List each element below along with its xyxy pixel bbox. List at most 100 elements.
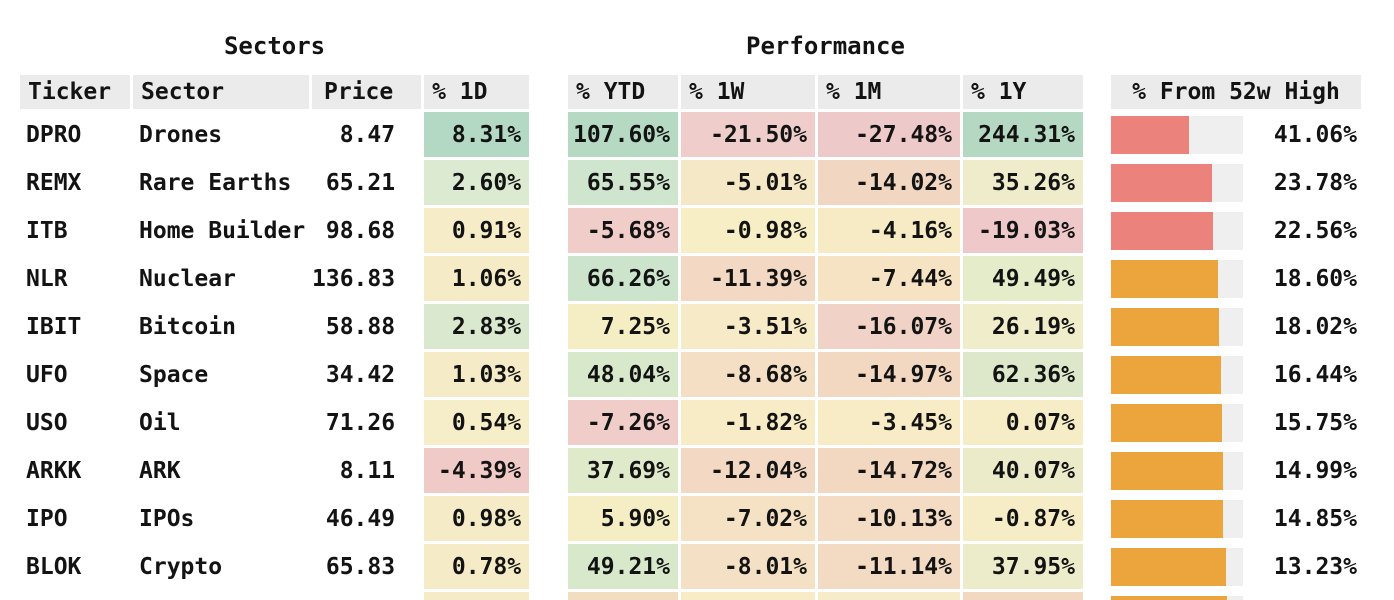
ticker-cell [20, 592, 130, 600]
table-row: 22.56% [1111, 208, 1361, 253]
pct-ytd-cell: 7.25% [568, 304, 678, 349]
pct-1w-cell: -5.01% [681, 160, 815, 205]
table-row [20, 592, 530, 600]
pct-1w-cell [681, 592, 815, 600]
table-row: IPO IPOs 46.49 0.98% [20, 496, 530, 541]
price-cell [312, 592, 421, 600]
pct-1y-cell: -0.87% [963, 496, 1083, 541]
table-row: BLOK Crypto 65.83 0.78% [20, 544, 530, 589]
sector-cell: IPOs [139, 505, 195, 532]
ticker-cell: DPRO [26, 121, 82, 148]
table-row: 14.85% [1111, 496, 1361, 541]
from-high-bar-cell [1111, 496, 1243, 541]
from-high-bar-cell [1111, 160, 1243, 205]
sectors-table: Ticker Sector Price % 1D DPRO Drones 8.47 8… [17, 72, 532, 600]
from-52w-high-header-row: % From 52w High [1111, 75, 1361, 109]
col-header-price: Price [312, 75, 422, 109]
table-row: 49.21% -8.01% -11.14% 37.95% [568, 544, 1083, 589]
sector-cell: Rare Earths [139, 169, 292, 196]
pct-1w-cell: -11.39% [681, 256, 815, 301]
from-high-bar-cell [1111, 592, 1243, 600]
from-high-bar-track [1111, 403, 1243, 442]
sector-cell: Oil [139, 409, 181, 436]
sector-cell: ARK [139, 457, 181, 484]
pct-1y-cell: 26.19% [963, 304, 1083, 349]
col-header-sector: Sector [133, 75, 309, 109]
from-high-bar-cell [1111, 544, 1243, 589]
table-row: 23.78% [1111, 160, 1361, 205]
ticker-cell: BLOK [26, 553, 82, 580]
pct-1d-cell: 2.83% [424, 304, 530, 349]
pct-ytd-cell [568, 592, 678, 600]
pct-1w-cell: -7.02% [681, 496, 815, 541]
sector-cell [133, 592, 309, 600]
pct-1m-cell: -14.72% [818, 448, 960, 493]
from-high-bar [1111, 595, 1228, 600]
performance-header-row: % YTD % 1W % 1M % 1Y [568, 75, 1083, 109]
table-row: 13.23% [1111, 544, 1361, 589]
pct-ytd-cell: 66.26% [568, 256, 678, 301]
pct-1m-cell: -4.16% [818, 208, 960, 253]
from-high-value-cell: 16.44% [1273, 361, 1357, 388]
from-high-value-cell: 18.60% [1273, 265, 1357, 292]
pct-1y-cell [963, 592, 1083, 600]
price-cell: 8.47 [339, 121, 396, 148]
pct-1m-cell: -14.97% [818, 352, 960, 397]
pct-1m-cell: -16.07% [818, 304, 960, 349]
table-row: 18.60% [1111, 256, 1361, 301]
table-row: 37.69% -12.04% -14.72% 40.07% [568, 448, 1083, 493]
performance-table: % YTD % 1W % 1M % 1Y 107.60% -21.50% -27.4… [565, 72, 1086, 600]
pct-ytd-cell: -5.68% [568, 208, 678, 253]
table-row: 18.02% [1111, 304, 1361, 349]
pct-1d-cell: 1.03% [424, 352, 530, 397]
pct-1m-cell: -11.14% [818, 544, 960, 589]
col-header-pct-1y: % 1Y [963, 75, 1083, 109]
price-cell: 46.49 [325, 505, 396, 532]
table-row: NLR Nuclear 136.83 1.06% [20, 256, 530, 301]
pct-1w-cell: -8.68% [681, 352, 815, 397]
table-row: -7.26% -1.82% -3.45% 0.07% [568, 400, 1083, 445]
pct-1w-cell: -8.01% [681, 544, 815, 589]
price-cell: 65.83 [325, 553, 396, 580]
table-row: 48.04% -8.68% -14.97% 62.36% [568, 352, 1083, 397]
from-high-bar-cell [1111, 352, 1243, 397]
table-row: 65.55% -5.01% -14.02% 35.26% [568, 160, 1083, 205]
from-high-value-cell: 22.56% [1273, 217, 1357, 244]
price-cell: 136.83 [312, 265, 396, 292]
from-high-bar [1111, 403, 1223, 442]
from-high-bar-track [1111, 259, 1243, 298]
price-cell: 34.42 [325, 361, 396, 388]
table-row: 66.26% -11.39% -7.44% 49.49% [568, 256, 1083, 301]
pct-1y-cell: 49.49% [963, 256, 1083, 301]
from-high-bar-cell [1111, 304, 1243, 349]
sector-cell: Drones [139, 121, 223, 148]
from-high-bar-track [1111, 307, 1243, 346]
pct-ytd-cell: 107.60% [568, 112, 678, 157]
col-header-pct-1w: % 1W [681, 75, 815, 109]
from-high-bar [1111, 115, 1189, 154]
pct-1m-cell: -27.48% [818, 112, 960, 157]
performance-group-title: Performance [746, 32, 905, 60]
pct-ytd-cell: 49.21% [568, 544, 678, 589]
col-header-ticker: Ticker [20, 75, 130, 109]
pct-1w-cell: -0.98% [681, 208, 815, 253]
table-row: ITB Home Builder 98.68 0.91% [20, 208, 530, 253]
from-high-bar-cell [1111, 400, 1243, 445]
ticker-cell: REMX [26, 169, 82, 196]
pct-1m-cell: -3.45% [818, 400, 960, 445]
price-cell: 98.68 [325, 217, 396, 244]
from-high-bar [1111, 259, 1219, 298]
table-row: REMX Rare Earths 65.21 2.60% [20, 160, 530, 205]
sector-cell: Crypto [139, 553, 223, 580]
pct-1w-cell: -12.04% [681, 448, 815, 493]
from-high-value-cell: 18.02% [1273, 313, 1357, 340]
pct-1d-cell: 2.60% [424, 160, 530, 205]
table-row: 41.06% [1111, 112, 1361, 157]
from-high-bar-track [1111, 499, 1243, 538]
sector-cell: Bitcoin [139, 313, 236, 340]
pct-1m-cell: -10.13% [818, 496, 960, 541]
from-high-bar [1111, 163, 1212, 202]
from-high-bar-track [1111, 355, 1243, 394]
from-high-bar-track [1111, 115, 1243, 154]
pct-1d-cell: 0.78% [424, 544, 530, 589]
